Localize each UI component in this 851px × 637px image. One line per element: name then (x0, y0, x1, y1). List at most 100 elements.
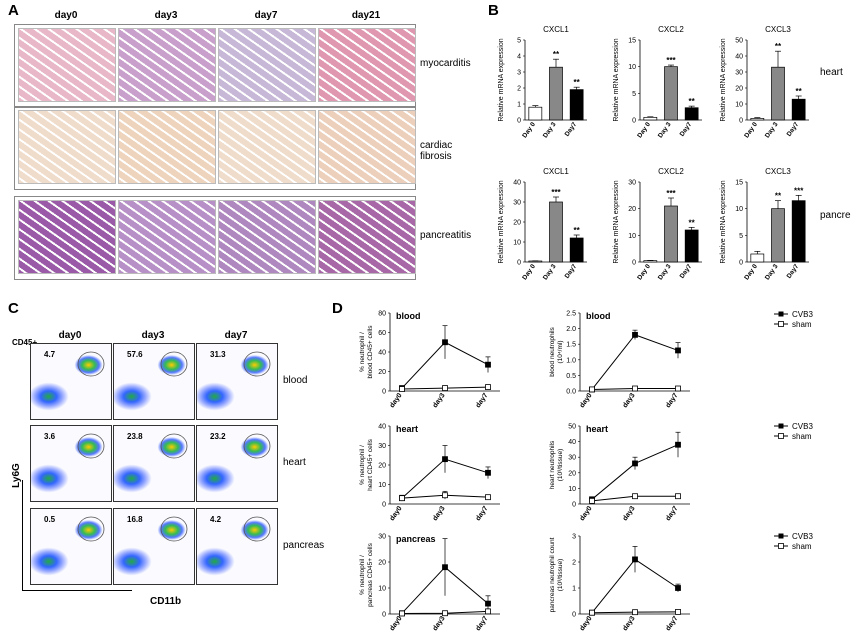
facs-column-day7: day7 (224, 330, 248, 341)
histology-image (318, 200, 416, 274)
y-axis-label: (10³/tissue) (557, 449, 564, 482)
chart-title: CXCL1 (543, 25, 569, 34)
bar (569, 89, 584, 121)
facs-plot (113, 425, 195, 502)
data-point (589, 497, 595, 504)
facs-plot (30, 343, 112, 420)
x-tick-label: day3 (622, 615, 637, 632)
chart-title: heart (586, 424, 608, 434)
data-point (632, 609, 638, 616)
x-tick-label: day3 (432, 505, 447, 522)
bar (549, 201, 563, 263)
data-point (442, 492, 448, 499)
facs-plot (30, 508, 112, 585)
x-tick-label: Day7 (679, 263, 694, 280)
gate-percentage: 4.2 (210, 515, 222, 524)
y-tick-label: 40 (513, 180, 521, 187)
legend-marker-cvb3 (778, 311, 784, 317)
line-chart: 0 1 2 3 pancreas neutrophil count (10³/tissue… (549, 534, 690, 632)
data-point (399, 610, 405, 617)
gate-percentage: 31.3 (210, 350, 226, 359)
x-tick-label: Day 0 (521, 121, 537, 140)
y-tick-label: 10 (628, 64, 636, 71)
x-tick-label: Day 3 (657, 121, 673, 140)
legend-label-cvb3: CVB3 (792, 310, 813, 319)
y-tick-label: 30 (628, 180, 636, 187)
x-tick-label: Day7 (786, 263, 801, 280)
gate-ellipse (77, 516, 105, 542)
facs-row-label: heart (283, 457, 306, 468)
x-axis-label: CD11b (150, 596, 182, 607)
y-axis-label: % neutrophil / (359, 445, 366, 485)
y-tick-label: 30 (378, 534, 386, 541)
chart-title: blood (586, 311, 611, 321)
bar (643, 260, 658, 263)
bar-chart: CXCL3 0 10 20 30 40 50 Relative mRNA expression… (720, 25, 809, 139)
y-tick-label: 20 (378, 560, 386, 567)
bar (664, 205, 678, 263)
x-tick-label: Day7 (786, 121, 801, 138)
gate-ellipse (160, 516, 188, 542)
data-point (442, 564, 448, 571)
y-axis-label: pancreas neutrophil count (549, 537, 556, 612)
y-tick-label: 1 (572, 586, 576, 593)
facs-row-label: blood (283, 375, 308, 386)
data-point (632, 331, 638, 338)
bar (528, 106, 543, 121)
x-tick-label: day3 (432, 615, 447, 632)
data-point (485, 384, 491, 390)
y-axis-label: blood CD45+ cells (367, 325, 374, 379)
y-tick-label: 20 (378, 369, 386, 376)
data-point (632, 493, 638, 500)
bar (750, 118, 765, 121)
series-line (591, 444, 679, 500)
y-tick-label: 3 (572, 534, 576, 541)
y-tick-label: 40 (378, 424, 386, 431)
bar (791, 98, 806, 121)
histology-image (118, 110, 216, 184)
histology-column-day0: day0 (54, 10, 78, 21)
significance-mark: ** (775, 42, 782, 51)
x-tick-label: day7 (665, 615, 680, 632)
y-tick-label: 40 (568, 439, 576, 446)
x-tick-label: day3 (432, 392, 447, 409)
bar (569, 237, 584, 263)
y-tick-label: 15 (735, 180, 743, 187)
data-point (632, 460, 638, 467)
panel-label-b: B (488, 2, 499, 19)
y-tick-label: 0.0 (566, 389, 576, 396)
significance-mark: ** (574, 78, 581, 87)
y-tick-label: 20 (378, 463, 386, 470)
row-label-pancreas: pancreas (820, 210, 851, 221)
y-tick-label: 10 (513, 240, 521, 247)
data-point (589, 609, 595, 616)
gate-ellipse (243, 516, 271, 542)
y-tick-label: 20 (513, 220, 521, 227)
histology-image (218, 28, 316, 102)
data-point (442, 385, 448, 391)
chart-title: CXCL2 (658, 167, 684, 176)
y-tick-label: 30 (378, 443, 386, 450)
y-tick-label: 20 (735, 86, 743, 93)
y-tick-label: 2 (572, 560, 576, 567)
y-tick-label: 4 (517, 54, 521, 61)
y-tick-label: 30 (513, 200, 521, 207)
data-point (442, 456, 448, 463)
gate-label: CD45+ (12, 338, 38, 347)
y-axis-label: blood neutrophils (549, 326, 556, 376)
y-axis-label: Relative mRNA expression (498, 180, 505, 263)
y-tick-label: 10 (378, 586, 386, 593)
x-tick-label: day0 (389, 392, 404, 409)
gate-percentage: 23.8 (127, 432, 143, 441)
y-axis-arrow (22, 480, 23, 590)
panel-label-c: C (8, 300, 19, 317)
bar (791, 200, 806, 263)
facs-column-day0: day0 (58, 330, 82, 341)
bar (750, 253, 765, 263)
y-tick-label: 20 (628, 206, 636, 213)
histology-row-label: pancreatitis (420, 230, 472, 241)
x-tick-label: day0 (579, 505, 594, 522)
facs-plot (196, 343, 278, 420)
bar (771, 66, 785, 121)
